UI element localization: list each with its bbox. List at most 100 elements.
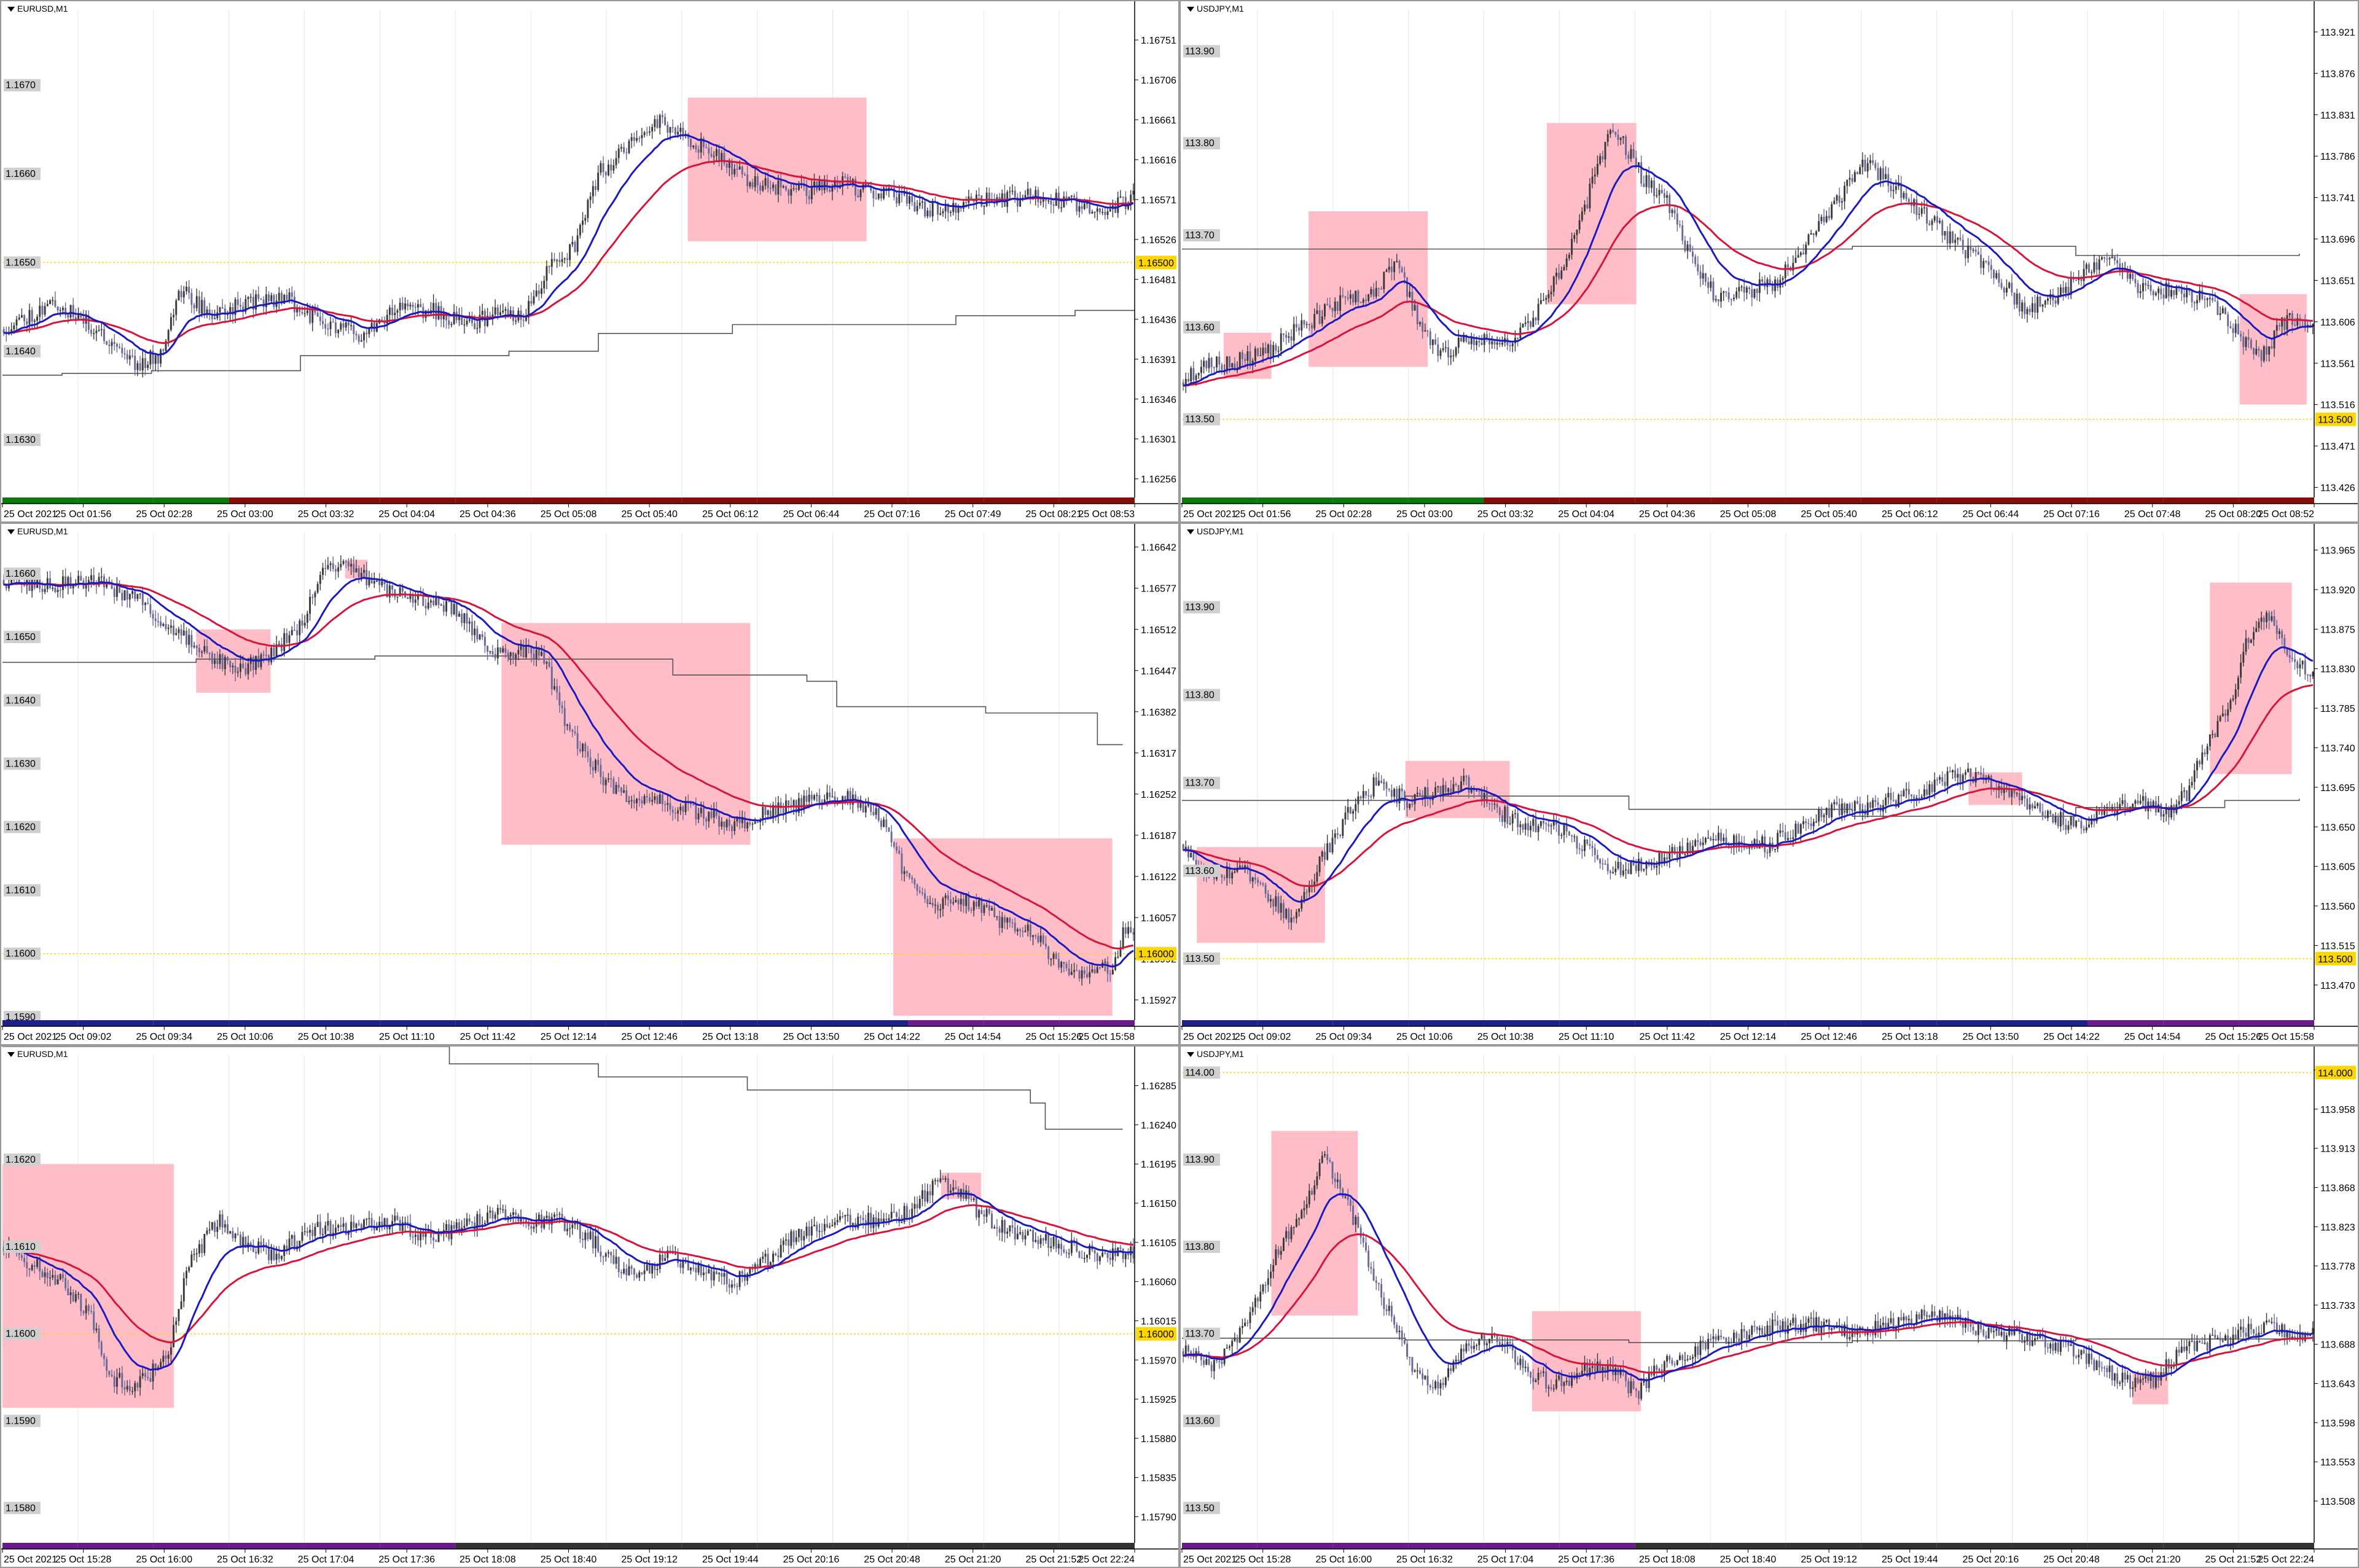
chart-panel-5[interactable]: EURUSD,M1 1.16285 1.16240 1.16195 1.16150 1.… xyxy=(0,1045,1180,1568)
candle-body xyxy=(671,809,674,813)
slow-ma-line xyxy=(4,1204,1134,1344)
candle-body xyxy=(149,604,152,614)
chart-panel-4[interactable]: USDJPY,M1 113.965 113.920 113.875 113.830 11… xyxy=(1180,523,2359,1045)
candle-body xyxy=(584,217,587,221)
y-tick-label: 113.830 xyxy=(2320,665,2355,675)
chart-panel-6[interactable]: USDJPY,M1 114.003113.958113.913113.86811… xyxy=(1180,1045,2359,1568)
candle-body xyxy=(334,1227,337,1233)
candle-body xyxy=(556,1214,558,1215)
candle-body xyxy=(2191,782,2193,786)
candle-body xyxy=(857,800,859,808)
candle-body xyxy=(1957,774,1959,778)
candle-body xyxy=(2263,346,2265,361)
collapse-triangle-icon[interactable] xyxy=(7,1052,15,1058)
session-segment xyxy=(380,497,456,504)
collapse-triangle-icon[interactable] xyxy=(1187,7,1194,12)
candle-body xyxy=(1866,163,1869,172)
candle-body xyxy=(561,259,563,262)
candle-body xyxy=(2083,829,2085,831)
candles xyxy=(1182,609,2314,930)
collapse-triangle-icon[interactable] xyxy=(1187,1052,1194,1058)
candle-body xyxy=(1745,287,1748,293)
candle-body xyxy=(273,647,275,657)
y-tick-label: 113.560 xyxy=(2320,902,2355,912)
candle-body xyxy=(584,743,587,752)
candle-body xyxy=(823,1223,826,1231)
candle-body xyxy=(350,325,353,327)
chart-panel-3[interactable]: EURUSD,M1 1.16642 1.16577 1.16512 1.16447 1.… xyxy=(0,523,1180,1045)
collapse-triangle-icon[interactable] xyxy=(7,529,15,535)
candle-body xyxy=(74,317,77,320)
candle-body xyxy=(1539,821,1542,826)
candle-body xyxy=(952,902,955,904)
candle-body xyxy=(1093,1250,1096,1254)
chart-title: USDJPY,M1 xyxy=(1187,1049,1244,1059)
candle-body xyxy=(1259,355,1262,356)
candle-body xyxy=(1982,774,1985,781)
candle-body xyxy=(901,853,903,874)
candle-body xyxy=(775,184,777,195)
candle-body xyxy=(1645,175,1648,187)
candle-body xyxy=(561,705,563,708)
y-tick-label: 1.16642 xyxy=(1141,543,1176,553)
candle-body xyxy=(1756,289,1758,293)
candle-body xyxy=(296,630,299,636)
candle-body xyxy=(862,802,864,813)
candle-body xyxy=(311,596,314,598)
candle-body xyxy=(582,1238,584,1241)
candle-body xyxy=(1928,784,1931,795)
candle-body xyxy=(1715,299,1717,300)
candle-body xyxy=(1288,336,1290,338)
candle-body xyxy=(311,1230,314,1236)
candle-body xyxy=(1016,197,1019,207)
candle-body xyxy=(247,663,249,674)
candle-body xyxy=(1900,794,1903,797)
candle-body xyxy=(2059,812,2062,827)
candle-body xyxy=(299,308,301,312)
candle-body xyxy=(74,583,77,584)
collapse-triangle-icon[interactable] xyxy=(7,7,15,12)
x-tick-label: 25 Oct 11:42 xyxy=(460,1032,516,1042)
candle-body xyxy=(1355,291,1357,303)
candle-body xyxy=(1853,801,1856,811)
candle-body xyxy=(1823,815,1825,817)
candle-body xyxy=(1039,201,1042,203)
candle-body xyxy=(227,657,229,661)
candle-body xyxy=(810,794,813,800)
candle-body xyxy=(57,590,59,592)
candle-body xyxy=(1825,808,1828,816)
chart-svg: 1.166421.165771.165121.164471.163821.163… xyxy=(1,524,1178,1042)
candle-body xyxy=(2255,348,2258,354)
candle-body xyxy=(2134,800,2137,804)
candle-body xyxy=(2088,264,2090,273)
y-tick-label: 1.16252 xyxy=(1141,790,1176,800)
candle-body xyxy=(1424,330,1426,332)
session-segment xyxy=(2,1543,78,1549)
candle-body xyxy=(275,1254,278,1260)
candle-body xyxy=(1535,318,1537,321)
candle-body xyxy=(28,1268,31,1270)
candle-body xyxy=(1241,352,1243,359)
candle-body xyxy=(782,1240,784,1245)
candle-body xyxy=(743,174,746,176)
y-tick-label: 1.15927 xyxy=(1141,996,1176,1006)
candle-body xyxy=(2124,800,2126,808)
candle-body xyxy=(1331,307,1334,311)
candle-body xyxy=(847,791,849,801)
candle-body xyxy=(566,724,568,726)
candle-body xyxy=(1063,196,1065,208)
chart-panel-2[interactable]: USDJPY,M1 113.921 113.876 113.831 113.786 11… xyxy=(1180,0,2359,523)
candle-body xyxy=(1418,792,1421,795)
candle-body xyxy=(1892,190,1895,192)
candle-body xyxy=(1563,267,1565,271)
collapse-triangle-icon[interactable] xyxy=(1187,529,1194,535)
candle-body xyxy=(2003,287,2005,293)
candle-body xyxy=(2266,612,2267,622)
candle-body xyxy=(548,266,550,267)
session-segment xyxy=(606,1020,682,1026)
candle-body xyxy=(1949,231,1951,244)
candle-body xyxy=(623,790,625,793)
candle-body xyxy=(2013,292,2016,305)
chart-panel-1[interactable]: EURUSD,M1 1.16751 1.16706 1.16661 1.16616 1.… xyxy=(0,0,1180,523)
